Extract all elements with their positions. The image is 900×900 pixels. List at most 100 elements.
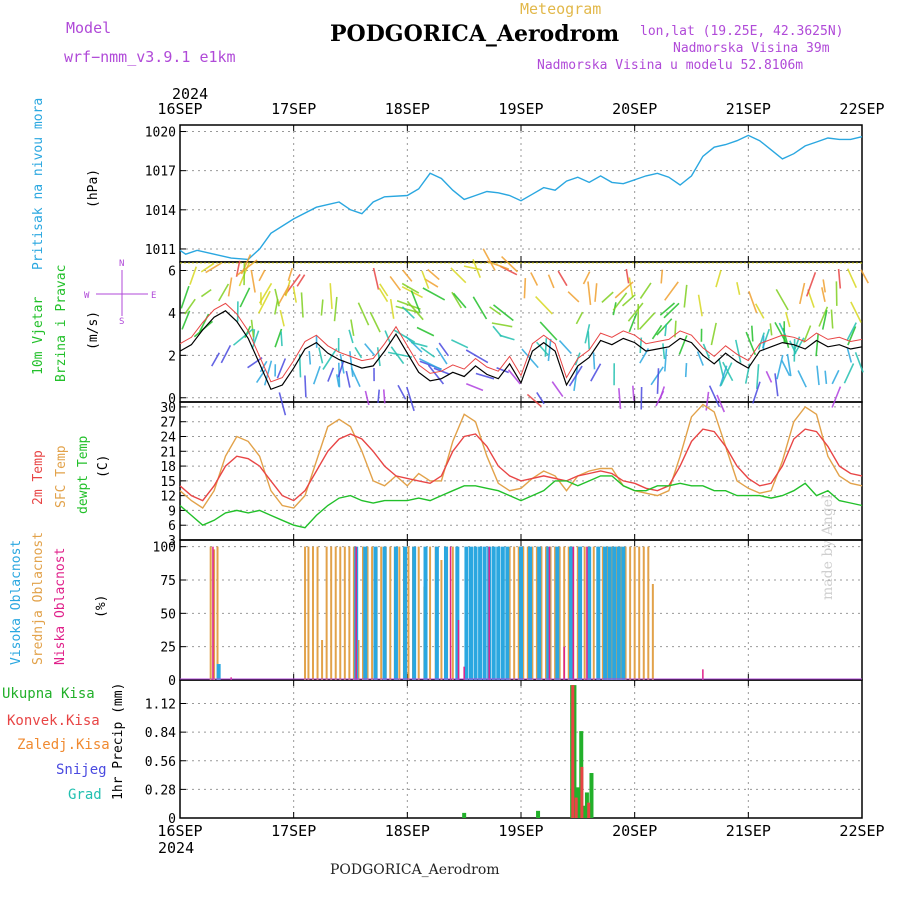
cloud-bar-high xyxy=(455,546,460,680)
cloud-bar-high xyxy=(393,546,398,680)
wind-arrow xyxy=(684,363,688,378)
wind-arrow xyxy=(539,321,558,341)
wind-arrow xyxy=(397,384,407,400)
wind-arrow xyxy=(450,267,467,284)
wind-arrow xyxy=(662,343,666,360)
wind-arrow xyxy=(410,290,421,313)
wind-arrow xyxy=(420,346,436,358)
xtick-label-top: 16SEP xyxy=(157,100,202,118)
wind-arrow xyxy=(846,268,858,289)
wind-arrow xyxy=(227,277,233,297)
cloud-bar-high xyxy=(519,546,523,680)
wind-arrow xyxy=(659,302,676,316)
wind-arrow xyxy=(496,366,509,374)
ytick-label-temperature: 24 xyxy=(160,431,176,446)
wind-arrow xyxy=(860,269,870,284)
wind-arrow xyxy=(547,338,552,362)
wind-arrow xyxy=(401,306,415,319)
cloud-bar-high xyxy=(596,546,601,680)
wind-arrow xyxy=(239,287,251,308)
wind-arrow xyxy=(501,256,518,273)
wind-arrow xyxy=(824,370,828,384)
wind-arrow xyxy=(304,375,307,398)
wind-arrow xyxy=(612,292,628,311)
wind-arrow xyxy=(722,361,734,382)
cloud-bar-high xyxy=(412,546,417,680)
wind-arrow xyxy=(736,282,741,295)
wind-arrow xyxy=(544,338,548,357)
cloud-bar-high xyxy=(505,546,510,680)
wind-arrow xyxy=(815,333,819,357)
wind-arrow xyxy=(337,360,345,378)
wind-arrow xyxy=(364,390,370,406)
wind-arrow xyxy=(466,383,484,392)
wind-arrow xyxy=(601,291,614,303)
wind-arrow xyxy=(664,323,668,337)
wind-arrow xyxy=(393,329,416,343)
precip-bar-total xyxy=(589,773,594,818)
ytick-label-wind: 2 xyxy=(168,349,176,364)
wind-arrow xyxy=(639,282,652,299)
cloud-bar-high xyxy=(382,546,387,680)
wind-arrow xyxy=(837,268,842,289)
cloud-bar-high xyxy=(578,546,583,680)
ytick-label-pressure: 1011 xyxy=(145,243,176,258)
wind-arrow xyxy=(843,363,855,384)
wind-arrow xyxy=(327,367,335,382)
wind-arrow xyxy=(752,381,761,404)
cloud-bar-low xyxy=(572,546,575,680)
wind-arrow xyxy=(678,335,688,355)
wind-arrow xyxy=(558,340,572,355)
footer-station: PODGORICA_Aerodrom xyxy=(330,862,500,878)
xtick-label-bottom: 19SEP xyxy=(498,822,543,840)
cloud-mid-ylabel: Srednja Oblacnost xyxy=(31,532,46,665)
wind-arrow xyxy=(632,385,635,401)
wind-arrow xyxy=(350,319,355,337)
wind-arrow xyxy=(526,393,542,408)
cloud-high-ylabel: Visoka Oblacnost xyxy=(9,540,24,665)
precip-bar-total xyxy=(584,792,589,818)
ytick-label-precip: 1.12 xyxy=(145,698,176,713)
wind-arrow xyxy=(614,281,634,299)
legend-zaledj: Zaledj.Kisa xyxy=(17,737,110,753)
wind-arrow xyxy=(427,364,445,385)
xtick-label-bottom: 18SEP xyxy=(385,822,430,840)
wind-arrow xyxy=(406,300,424,321)
cloud-low-ylabel: Niska Oblacnost xyxy=(53,548,68,665)
cloud-bar-high xyxy=(555,546,560,680)
ytick-label-temperature: 6 xyxy=(168,519,176,534)
wind-arrow xyxy=(292,286,297,303)
wind-arrow xyxy=(278,392,287,416)
cloud-bar-high xyxy=(491,546,496,680)
xtick-label-bottom: 22SEP xyxy=(839,822,884,840)
wind-arrow xyxy=(377,389,381,403)
ytick-label-precip: 0.56 xyxy=(145,755,176,770)
wind-arrow xyxy=(489,306,502,316)
ytick-label-temperature: 15 xyxy=(160,475,176,490)
wind-arrow xyxy=(251,330,260,349)
wind-arrow xyxy=(765,370,773,383)
wind-arrow xyxy=(567,291,580,303)
wind-arrow xyxy=(656,318,673,336)
cloud-bar-high xyxy=(423,546,428,680)
wind-arrow xyxy=(745,331,757,356)
xtick-label-top: 17SEP xyxy=(271,100,316,118)
wind-arrow xyxy=(720,362,733,386)
precip-bar-total xyxy=(575,787,580,818)
sfc-temp-line xyxy=(179,403,863,509)
cloud-bar-low xyxy=(488,546,490,680)
pressure-ylabel: Pritisak na nivou mora xyxy=(31,98,46,270)
wind-arrow xyxy=(452,292,467,309)
wind-arrow xyxy=(656,368,660,394)
wind-arrow xyxy=(427,268,440,281)
precip-bar-conv xyxy=(580,766,584,818)
wind-arrow xyxy=(683,284,688,308)
ytick-label-pressure: 1020 xyxy=(145,126,176,141)
xtick-label-bottom: 16SEP xyxy=(157,822,202,840)
cloud-bar-low xyxy=(212,546,214,680)
wind-arrow xyxy=(389,298,395,319)
cloud-bar-low xyxy=(548,546,551,680)
ytick-label-wind: 4 xyxy=(168,307,176,322)
wind-arrow xyxy=(451,339,469,349)
wind-arrow xyxy=(300,292,304,318)
